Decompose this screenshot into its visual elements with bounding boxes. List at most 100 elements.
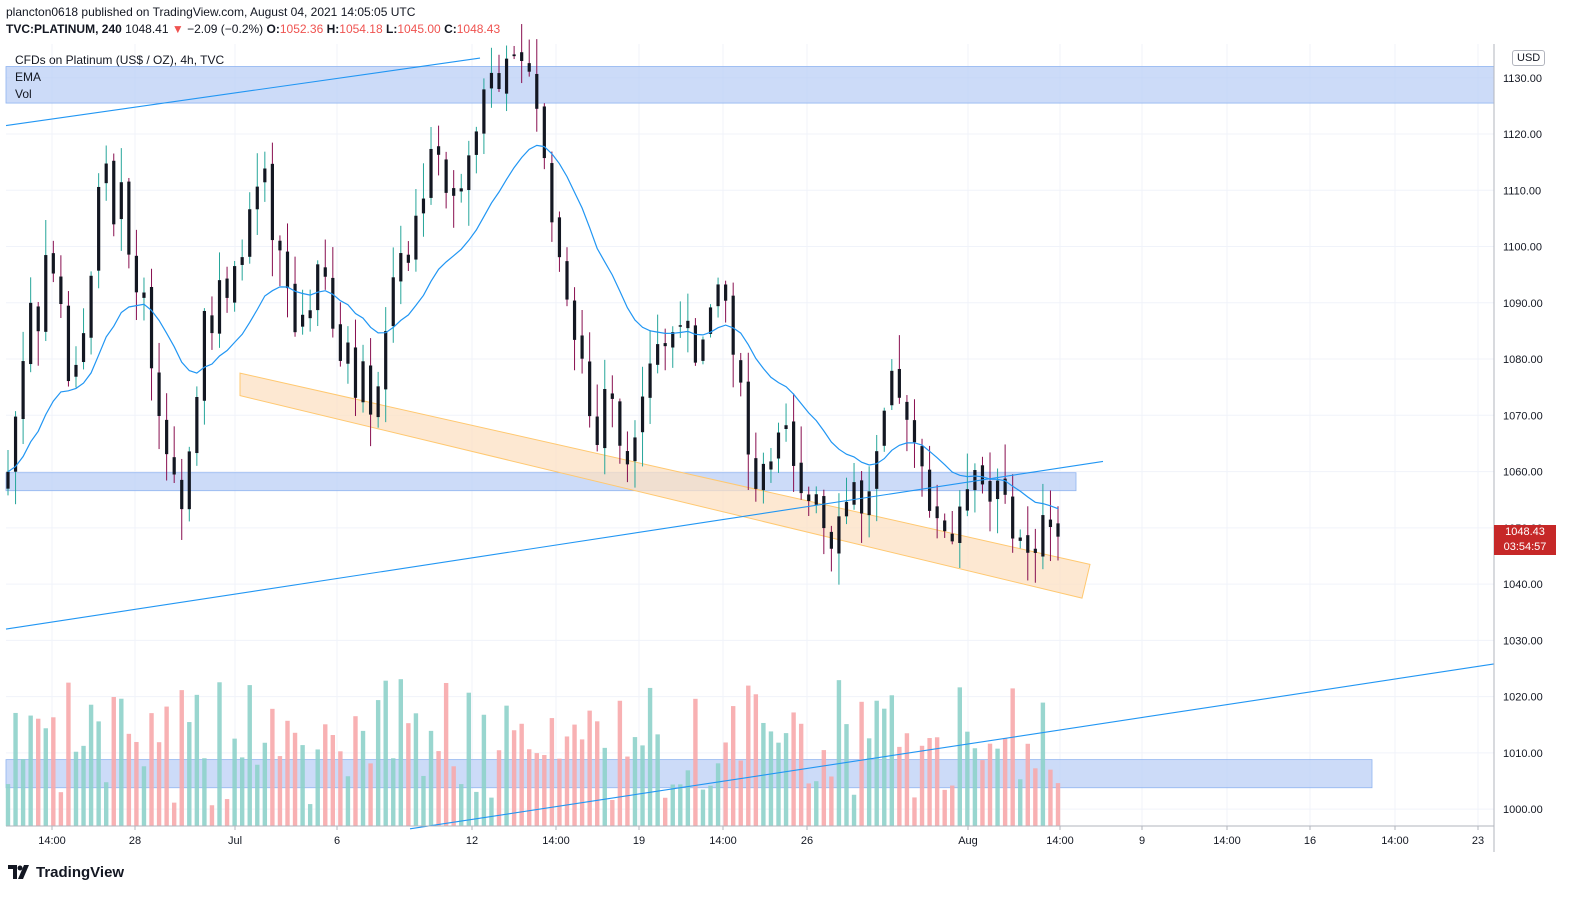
candle-body <box>935 506 939 519</box>
candle-body <box>859 480 864 514</box>
volume-bar <box>421 775 426 826</box>
volume-bar <box>700 789 706 826</box>
candle-body <box>225 278 229 298</box>
candle-body <box>391 277 395 327</box>
volume-bar <box>542 755 547 826</box>
grid <box>6 44 1494 826</box>
volume-bar <box>436 751 441 826</box>
time-tick-label: 14:00 <box>1046 835 1074 847</box>
volume-bar <box>119 698 124 826</box>
candle-body <box>844 501 849 517</box>
volume-bar <box>13 712 18 826</box>
candle-body <box>467 155 471 191</box>
tradingview-logo-icon[interactable] <box>8 865 32 879</box>
candle-body <box>6 471 10 489</box>
tradingview-brand[interactable]: TradingView <box>36 863 125 881</box>
legend-title[interactable]: CFDs on Platinum (US$ / OZ), 4h, TVC <box>15 53 225 67</box>
volume-bar <box>768 731 774 826</box>
candle-body <box>701 339 705 361</box>
candle-body <box>716 284 720 307</box>
time-tick-label: 14:00 <box>1213 835 1241 847</box>
volume-bar <box>640 745 645 826</box>
legend-ema[interactable]: EMA <box>15 70 42 84</box>
candle-body <box>693 325 698 363</box>
candle-body <box>980 465 985 485</box>
candle-body <box>187 451 191 510</box>
volume-bar <box>156 742 162 826</box>
volume-bar <box>66 682 71 826</box>
candle-body <box>482 89 486 134</box>
volume-bar <box>579 739 585 826</box>
candle-body <box>542 106 546 159</box>
volume-bar <box>965 731 970 826</box>
candle-body <box>89 275 93 338</box>
candle-body <box>338 324 342 361</box>
zone-rect <box>5 66 1495 104</box>
candle-body <box>761 463 765 491</box>
down-arrow-icon: ▼ <box>171 22 184 36</box>
volume-bar <box>678 784 683 826</box>
candle-body <box>769 461 773 470</box>
candle-body <box>920 446 924 467</box>
candle-body <box>429 148 433 198</box>
volume-bar <box>919 745 925 826</box>
candle-body <box>572 300 577 340</box>
candle-body <box>278 240 282 251</box>
candle-body <box>618 401 622 446</box>
candle-body <box>943 520 947 532</box>
candle-body <box>754 458 758 489</box>
candle-body <box>316 264 320 311</box>
candle-body <box>368 365 373 415</box>
volume-bar <box>330 735 336 826</box>
volume-bar <box>957 687 962 826</box>
candle-body <box>270 163 274 241</box>
open-value: 1052.36 <box>279 22 324 36</box>
volume-bar <box>595 721 600 826</box>
volume-bar <box>58 792 64 826</box>
candle-body <box>149 287 154 369</box>
time-tick-label: 14:00 <box>709 835 737 847</box>
time-tick-label: 19 <box>633 835 645 847</box>
currency-button[interactable]: USD <box>1512 50 1546 66</box>
volume-bar <box>406 723 411 826</box>
price-tick-label: 1040.00 <box>1503 579 1543 591</box>
volume-bar <box>270 708 275 826</box>
volume-bar <box>179 690 184 826</box>
candle-body <box>852 482 856 505</box>
candle-body <box>927 469 932 511</box>
trendline <box>409 663 1495 830</box>
time-tick-label: 23 <box>1472 835 1484 847</box>
volume-bar <box>292 732 298 826</box>
candle-body <box>640 396 645 433</box>
volume-bar <box>987 743 993 826</box>
candle-body <box>399 253 403 282</box>
candle-body <box>217 280 222 334</box>
volume-bar <box>557 758 562 826</box>
candle-body <box>331 277 335 329</box>
candle-body <box>739 360 743 383</box>
volume-bar <box>481 714 487 826</box>
volume-bar <box>519 723 524 826</box>
volume-bar <box>428 730 434 826</box>
last-price: 1048.41 <box>125 22 169 36</box>
candle-body <box>1011 496 1015 539</box>
channel-band <box>239 372 1091 599</box>
volume-bar <box>1048 769 1053 826</box>
volume-bar <box>81 745 86 826</box>
volume-bar <box>1018 779 1023 826</box>
volume-bar <box>224 799 230 826</box>
open-label: O: <box>266 22 280 36</box>
candle-body <box>965 489 969 511</box>
legend-vol[interactable]: Vol <box>15 87 32 101</box>
candle-body <box>731 295 735 355</box>
candle-body <box>708 307 713 334</box>
volume-bar <box>5 784 11 826</box>
candle-body <box>1048 519 1053 528</box>
volume-bar <box>655 734 660 826</box>
volume-bar <box>164 706 169 826</box>
candle-body <box>512 54 516 57</box>
candle-body <box>240 257 244 265</box>
volume-bar <box>255 764 260 826</box>
volume-bar <box>874 700 879 826</box>
